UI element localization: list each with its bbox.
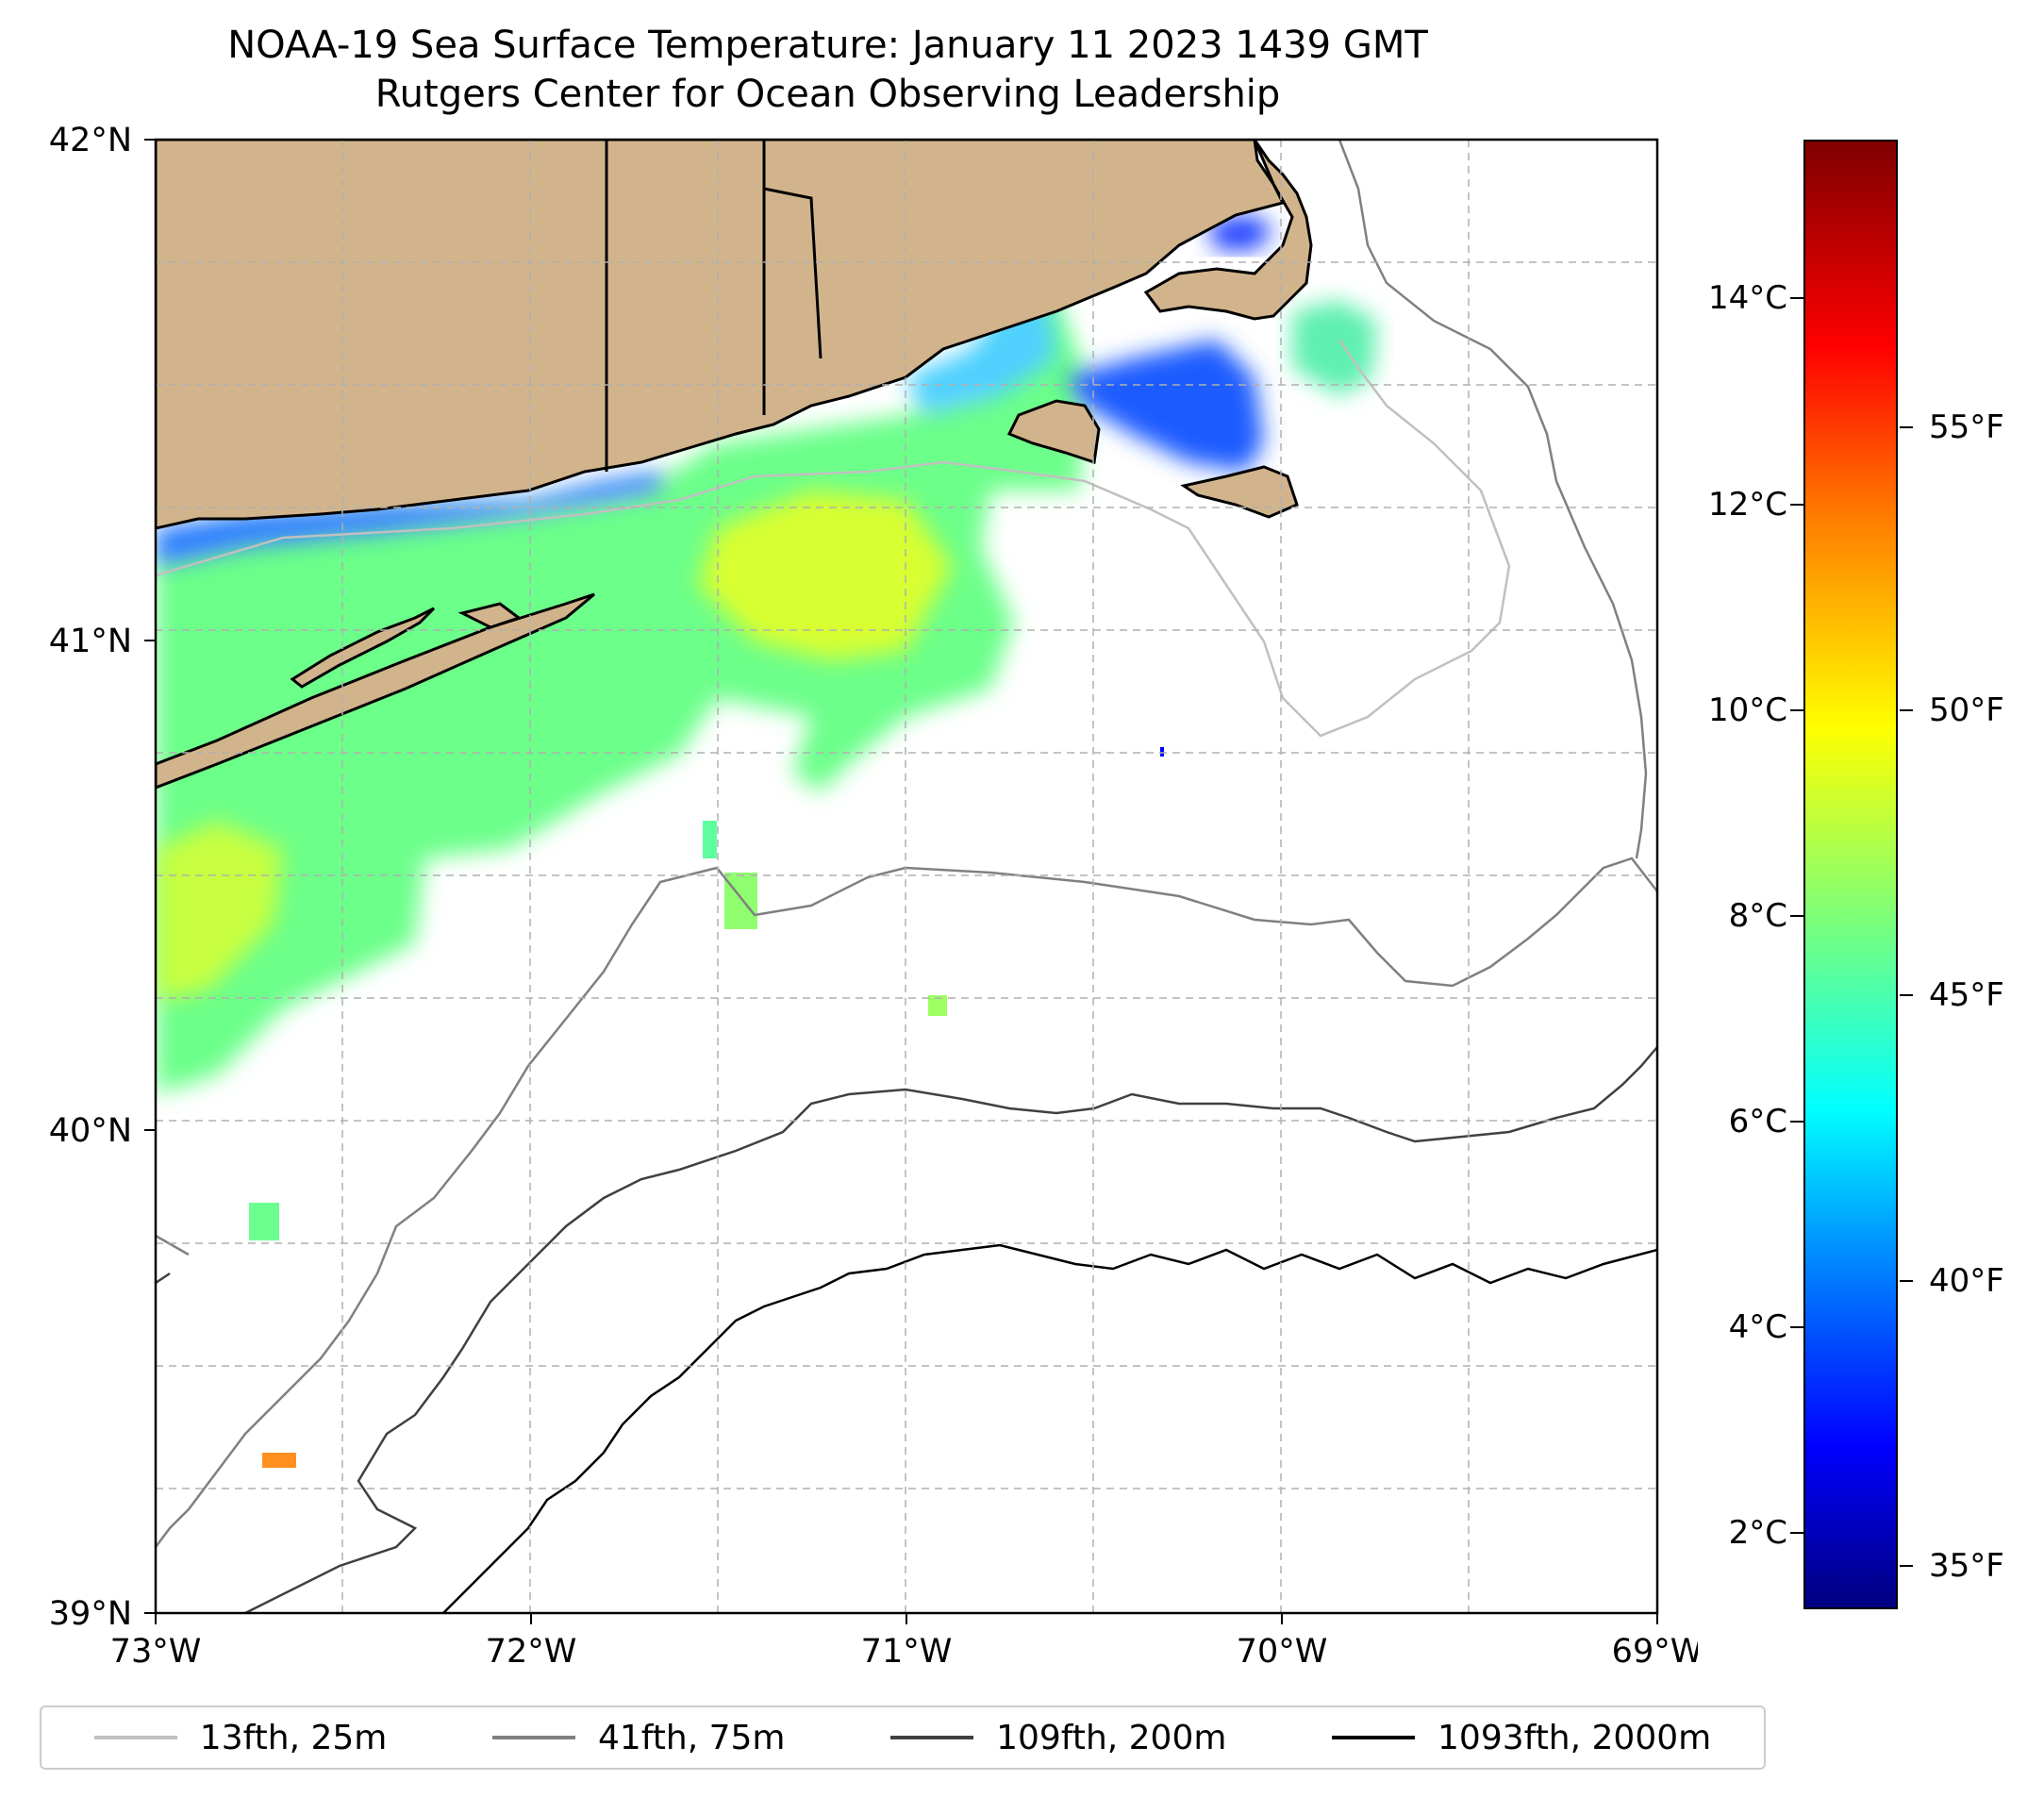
- isobath-75m: [156, 140, 1657, 1548]
- legend-item-2000m: 1093fth, 2000m: [1332, 1719, 1711, 1757]
- x-tick-label: 69°W: [1612, 1633, 1698, 1671]
- legend-swatch: [491, 1736, 575, 1739]
- colorbar-fahrenheit-tick: 40°F: [1929, 1262, 2004, 1300]
- tick-marks: [144, 139, 1658, 1624]
- isobath-legend: 13fth, 25m 41fth, 75m 109fth, 200m 1093f…: [40, 1705, 1766, 1770]
- colorbar-celsius-tick: 10°C: [1707, 691, 1787, 729]
- title-line-1: NOAA-19 Sea Surface Temperature: January…: [227, 24, 1428, 67]
- legend-item-200m: 109fth, 200m: [890, 1719, 1226, 1757]
- colorbar-celsius-tick: 2°C: [1728, 1514, 1787, 1552]
- state-borders: [605, 140, 823, 472]
- land-shelter-island: [457, 602, 523, 629]
- x-tick-label: 73°W: [110, 1633, 202, 1671]
- land-cape-cod: [1143, 140, 1313, 321]
- border-ri-ma: [763, 187, 823, 359]
- legend-item-75m: 41fth, 75m: [491, 1718, 786, 1757]
- colorbar-celsius-tick: 4°C: [1728, 1308, 1787, 1346]
- isobath-2000m: [442, 1243, 1657, 1613]
- sst-patch-2: [724, 873, 757, 929]
- y-tick-label: 39°N: [49, 1595, 132, 1633]
- sst-main-plume: [156, 283, 1085, 1094]
- sst-warm-southwest: [156, 821, 283, 1000]
- isobaths: [156, 140, 1657, 1613]
- colorbar-fahrenheit-tick: 45°F: [1929, 976, 2004, 1014]
- colorbar-fahrenheit-tick: 50°F: [1929, 691, 2004, 729]
- legend-swatch: [890, 1736, 974, 1739]
- sst-patch-6: [1160, 747, 1164, 757]
- sst-patch-5: [262, 1453, 296, 1468]
- legend-label: 109fth, 200m: [996, 1718, 1227, 1757]
- sst-patch-3: [928, 995, 947, 1016]
- land-long-island: [156, 592, 595, 790]
- y-tick-labels: 42°N 41°N 40°N 39°N: [49, 122, 132, 1633]
- sst-nantucket-east: [1292, 300, 1377, 396]
- land: [156, 140, 1313, 790]
- legend-label: 1093fth, 2000m: [1437, 1718, 1712, 1757]
- sst-cape-cod-bay: [1207, 215, 1273, 250]
- x-tick-label: 70°W: [1237, 1633, 1328, 1671]
- legend-label: 13fth, 25m: [199, 1718, 388, 1757]
- y-tick-label: 41°N: [49, 623, 132, 660]
- x-tick-label: 71°W: [861, 1633, 953, 1671]
- legend-swatch: [93, 1736, 177, 1739]
- colorbar-fahrenheit-tick: 35°F: [1929, 1547, 2004, 1585]
- legend-item-25m: 13fth, 25m: [93, 1718, 388, 1757]
- y-tick-label: 42°N: [49, 122, 132, 159]
- colorbar-fahrenheit-tick: 55°F: [1929, 408, 2004, 446]
- chart-title: NOAA-19 Sea Surface Temperature: January…: [0, 21, 1655, 119]
- colorbar-celsius-tick: 14°C: [1707, 279, 1787, 317]
- sst-patch-1: [703, 821, 717, 858]
- x-tick-label: 72°W: [486, 1633, 577, 1671]
- isobath-25m: [156, 339, 1511, 738]
- land-nantucket: [1180, 465, 1299, 519]
- colorbar: [1803, 140, 1898, 1609]
- x-tick-labels: 73°W 72°W 71°W 70°W 69°W: [110, 1633, 1698, 1671]
- y-tick-label: 40°N: [49, 1112, 132, 1150]
- isobath-200m: [156, 1046, 1657, 1613]
- legend-label: 41fth, 75m: [597, 1718, 786, 1757]
- colorbar-celsius-tick: 8°C: [1728, 897, 1787, 935]
- sst-warm-core: [698, 491, 953, 660]
- sst-patch-4: [249, 1203, 279, 1240]
- colorbar-celsius-tick: 6°C: [1728, 1103, 1787, 1140]
- legend-swatch: [1332, 1736, 1416, 1739]
- sst-cold-nearshore: [156, 472, 660, 566]
- land-north-fork: [290, 607, 436, 689]
- land-martha-vineyard: [1006, 399, 1101, 464]
- land-mainland: [156, 140, 1286, 530]
- sst-vineyard-sound: [1066, 340, 1264, 472]
- title-line-2: Rutgers Center for Ocean Observing Leade…: [374, 73, 1281, 116]
- sst-map: 73°W 72°W 71°W 70°W 69°W 42°N 41°N 40°N …: [49, 122, 1698, 1671]
- colorbar-celsius-tick: 12°C: [1707, 486, 1787, 524]
